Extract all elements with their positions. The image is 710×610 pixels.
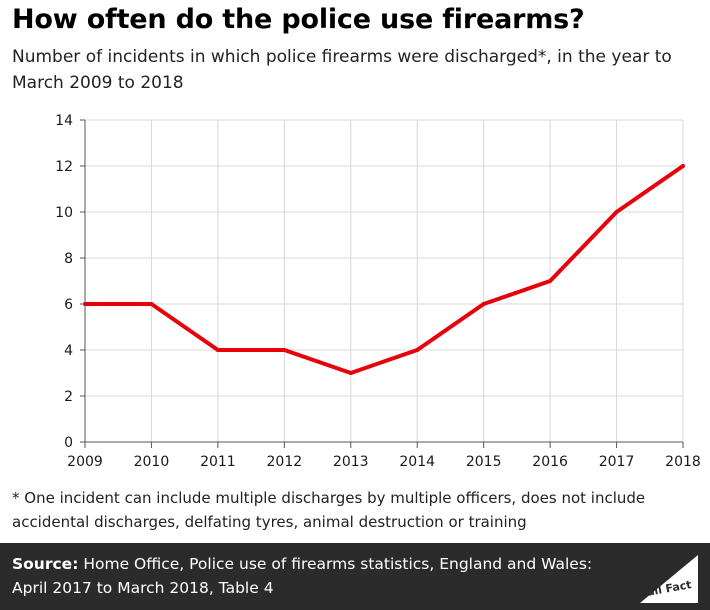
y-tick-label: 8 <box>64 251 73 267</box>
x-tick-label: 2011 <box>200 454 236 470</box>
chart-title: How often do the police use firearms? <box>12 4 585 35</box>
x-tick-labels: 2009 2010 2011 2012 2013 2014 2015 2016 2017 2018 <box>67 454 701 470</box>
data-point <box>215 348 220 352</box>
data-point <box>681 164 685 168</box>
data-point <box>415 348 420 352</box>
x-tick-label: 2013 <box>333 454 369 470</box>
y-tick-label: 4 <box>64 343 73 359</box>
y-tick-label: 12 <box>55 159 73 175</box>
source-footer: Source: Home Office, Police use of firea… <box>0 543 710 610</box>
y-tick-labels: 0 2 4 6 8 10 12 14 <box>55 113 73 451</box>
x-tick-label: 2016 <box>532 454 568 470</box>
data-point <box>149 302 154 306</box>
data-point <box>83 302 87 306</box>
line-chart: 0 2 4 6 8 10 12 14 2009 2010 2011 2012 2013 2014 2015… <box>55 113 701 470</box>
x-tick-label: 2015 <box>466 454 502 470</box>
full-fact-logo-icon <box>640 555 698 603</box>
y-tick-label: 0 <box>64 435 73 451</box>
data-point <box>548 279 553 283</box>
source-text: Home Office, Police use of firearms stat… <box>12 555 593 597</box>
gridlines <box>85 119 684 442</box>
chart-subtitle: Number of incidents in which police fire… <box>12 47 672 93</box>
x-tick-label: 2010 <box>134 454 170 470</box>
x-tick-label: 2014 <box>399 454 435 470</box>
data-series <box>83 164 685 375</box>
series-line <box>85 164 685 375</box>
axes <box>80 119 684 448</box>
x-tick-label: 2018 <box>665 454 701 470</box>
x-tick-label: 2009 <box>67 454 103 470</box>
data-point <box>282 348 287 352</box>
data-point <box>481 302 486 306</box>
y-tick-label: 6 <box>64 297 73 313</box>
y-tick-label: 14 <box>55 113 73 129</box>
data-point <box>348 371 353 375</box>
x-tick-label: 2012 <box>267 454 303 470</box>
source-line: Source: Home Office, Police use of firea… <box>12 552 612 600</box>
data-point <box>614 210 619 214</box>
x-tick-label: 2017 <box>599 454 635 470</box>
y-tick-label: 10 <box>55 205 73 221</box>
footnote: * One incident can include multiple disc… <box>12 489 646 531</box>
y-tick-label: 2 <box>64 389 73 405</box>
source-label: Source: <box>12 555 79 573</box>
